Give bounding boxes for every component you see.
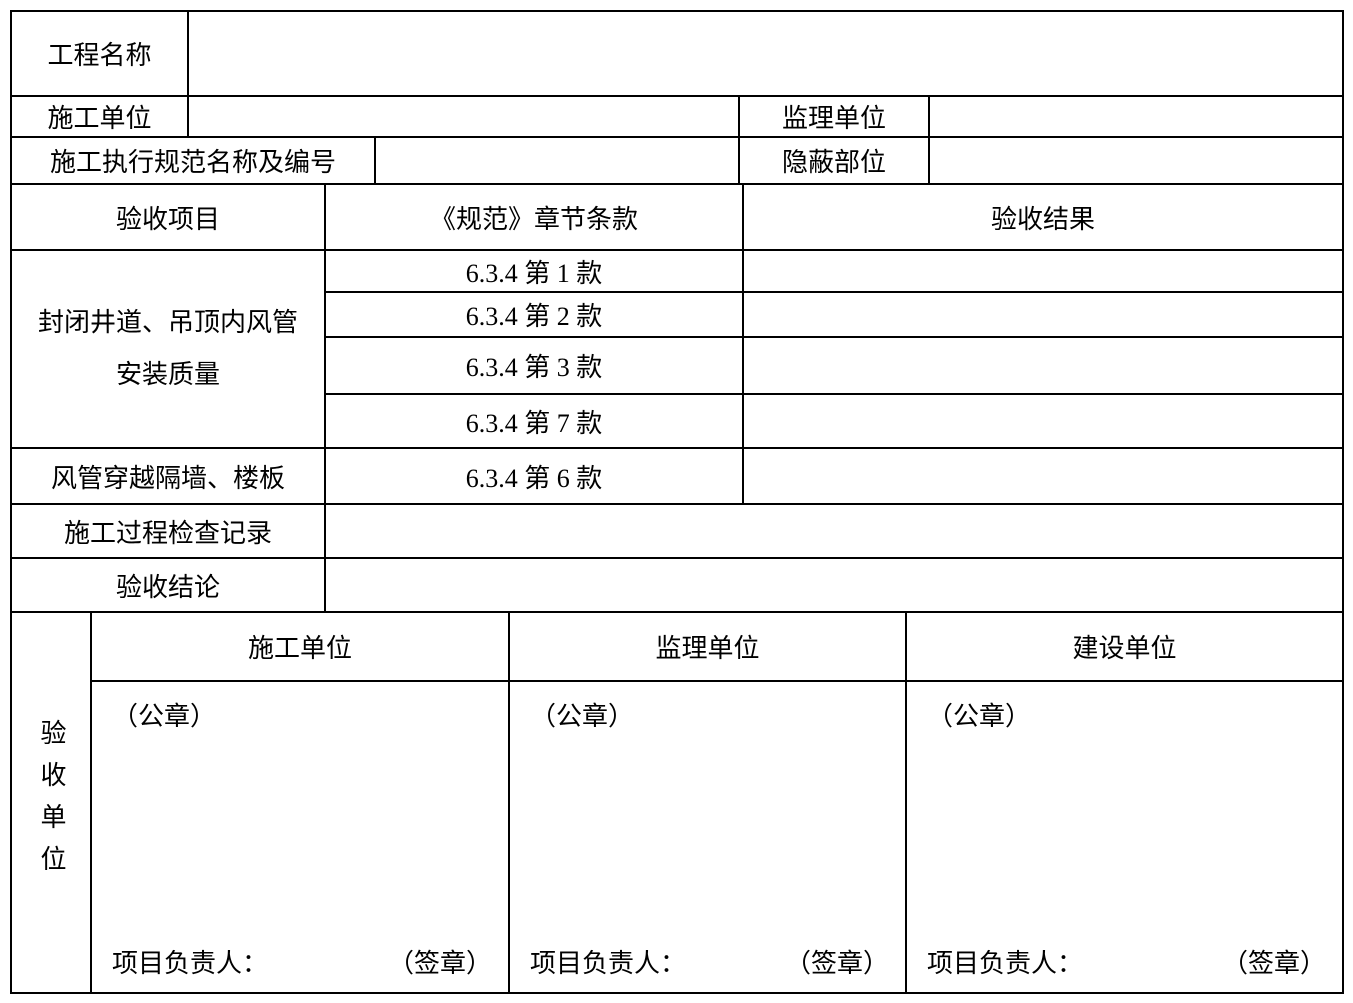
seal-label: （公章） — [927, 702, 1032, 731]
spec-name-label: 施工执行规范名称及编号 — [12, 138, 376, 183]
construction-unit-value[interactable] — [189, 97, 740, 136]
item-1-name: 封闭井道、吊顶内风管安装质量 — [12, 251, 326, 447]
signoff-columns: 施工单位 监理单位 建设单位 （公章） 项目负责人： （签章） （公章） 项目负… — [92, 613, 1342, 992]
header-acceptance-result: 验收结果 — [990, 204, 1095, 234]
signoff-block: 验收单位 施工单位 监理单位 建设单位 （公章） 项目负责人： （签章） （公章… — [12, 613, 1342, 992]
signoff-side-label-cell: 验收单位 — [12, 613, 92, 992]
header-acceptance-item: 验收项目 — [12, 185, 326, 249]
concealed-part-value[interactable] — [930, 138, 1342, 183]
clause-4: 6.3.4 第 7 款 — [326, 395, 744, 447]
process-record-value[interactable] — [326, 505, 1342, 557]
item-2-name: 风管穿越隔墙、楼板 — [12, 449, 326, 503]
project-name-row: 工程名称 — [12, 12, 1342, 97]
leader-label: 项目负责人： — [530, 949, 687, 978]
result-2[interactable] — [744, 293, 1342, 336]
leader-label: 项目负责人： — [112, 949, 269, 978]
process-record-row: 施工过程检查记录 — [12, 505, 1342, 559]
conclusion-label: 验收结论 — [12, 559, 326, 611]
sign-label: （签章） — [387, 949, 492, 978]
signoff-body-row: （公章） 项目负责人： （签章） （公章） 项目负责人： （签章） （公章） — [92, 682, 1342, 992]
leader-row: 项目负责人： （签章） — [530, 943, 889, 980]
item-1-clause-grid: 6.3.4 第 1 款 6.3.4 第 2 款 6.3.4 第 3 款 6.3.… — [326, 251, 1342, 447]
signoff-header-owner: 建设单位 — [1072, 634, 1177, 663]
clause-2: 6.3.4 第 2 款 — [326, 293, 744, 336]
supervision-unit-label: 监理单位 — [740, 97, 930, 136]
process-record-label: 施工过程检查记录 — [12, 505, 326, 557]
acceptance-record-form: 工程名称 施工单位 监理单位 施工执行规范名称及编号 隐蔽部位 验收项目 《规范… — [10, 10, 1344, 994]
signoff-header-row: 施工单位 监理单位 建设单位 — [92, 613, 1342, 682]
clause-row: 6.3.4 第 3 款 — [326, 338, 1342, 395]
result-1[interactable] — [744, 251, 1342, 291]
project-name-label: 工程名称 — [12, 12, 189, 95]
clause-5: 6.3.4 第 6 款 — [326, 449, 744, 503]
table-header-row: 验收项目 《规范》章节条款 验收结果 — [12, 185, 1342, 251]
sign-label: （签章） — [1221, 949, 1326, 978]
clause-row: 6.3.4 第 2 款 — [326, 293, 1342, 338]
conclusion-value[interactable] — [326, 559, 1342, 611]
result-5[interactable] — [744, 449, 1342, 503]
leader-row: 项目负责人： （签章） — [112, 943, 492, 980]
clause-row: 6.3.4 第 7 款 — [326, 395, 1342, 447]
result-3[interactable] — [744, 338, 1342, 393]
signoff-cell-owner[interactable]: （公章） 项目负责人： （签章） — [907, 682, 1342, 992]
conclusion-row: 验收结论 — [12, 559, 1342, 613]
signoff-cell-construction[interactable]: （公章） 项目负责人： （签章） — [92, 682, 510, 992]
spec-concealed-row: 施工执行规范名称及编号 隐蔽部位 — [12, 138, 1342, 185]
seal-label: （公章） — [112, 702, 217, 731]
result-4[interactable] — [744, 395, 1342, 447]
leader-row: 项目负责人： （签章） — [927, 943, 1326, 980]
signoff-side-label: 验收单位 — [37, 718, 66, 887]
construction-supervision-row: 施工单位 监理单位 — [12, 97, 1342, 138]
clause-1: 6.3.4 第 1 款 — [326, 251, 744, 291]
leader-label: 项目负责人： — [927, 949, 1084, 978]
header-code-clause: 《规范》章节条款 — [326, 185, 744, 249]
spec-name-value[interactable] — [376, 138, 740, 183]
construction-unit-label: 施工单位 — [12, 97, 189, 136]
item-1-group: 封闭井道、吊顶内风管安装质量 6.3.4 第 1 款 6.3.4 第 2 款 6… — [12, 251, 1342, 449]
seal-label: （公章） — [530, 702, 635, 731]
clause-row: 6.3.4 第 1 款 — [326, 251, 1342, 293]
signoff-cell-supervision[interactable]: （公章） 项目负责人： （签章） — [510, 682, 907, 992]
signoff-header-supervision: 监理单位 — [510, 613, 907, 680]
clause-3: 6.3.4 第 3 款 — [326, 338, 744, 393]
item-2-row: 风管穿越隔墙、楼板 6.3.4 第 6 款 — [12, 449, 1342, 505]
signoff-header-construction: 施工单位 — [92, 613, 510, 680]
sign-label: （签章） — [784, 949, 889, 978]
concealed-part-label: 隐蔽部位 — [740, 138, 930, 183]
project-name-value[interactable] — [189, 12, 1342, 95]
supervision-unit-value[interactable] — [930, 97, 1342, 136]
